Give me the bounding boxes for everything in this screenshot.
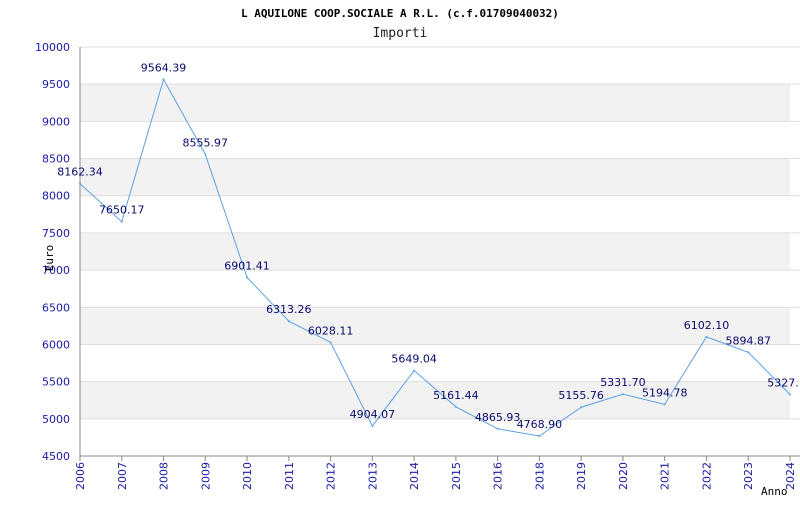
x-tick-labels: 2006 2007 2008 2009 2010 2011 2012 2013 2014 2015… [74,462,797,490]
x-tick-label: 2006 [74,462,87,490]
y-tick-label: 4500 [42,450,70,463]
chart-subtitle: Importi [373,26,428,41]
data-point [538,435,541,438]
data-label: 5894.87 [725,334,771,347]
x-tick-label: 2018 [533,462,546,490]
x-tick-label: 2022 [700,462,713,490]
x-axis-label: Anno [761,485,788,498]
axes [79,47,800,461]
data-labels: 8162.34 7650.17 9564.39 8555.97 6901.41 6313.… [57,61,800,431]
data-point [79,182,81,185]
y-tick-label: 8500 [42,153,70,166]
y-tick-label: 10000 [35,41,70,54]
y-tick-label: 7000 [42,264,70,277]
x-tick-label: 2013 [366,462,379,490]
grid-band [80,232,790,271]
data-label: 6102.10 [684,319,730,332]
x-tick-label: 2015 [450,462,463,490]
x-tick-label: 2012 [325,462,338,490]
x-tick-label: 2009 [199,462,212,490]
y-tick-labels: 4500 5000 5500 6000 6500 7000 7500 8000 8500 9000… [35,41,70,463]
series-layer [79,78,791,437]
x-tick-label: 2008 [158,462,171,490]
data-label: 5331.70 [600,376,646,389]
data-label: 5327.11 [767,376,800,389]
data-point [204,153,207,156]
y-tick-label: 5000 [42,413,70,426]
data-label: 9564.39 [141,61,187,74]
data-points [79,78,791,438]
data-point [621,393,624,396]
data-label: 5194.78 [642,386,688,399]
x-tick-label: 2014 [408,462,421,490]
data-point [705,335,708,338]
x-tick-label: 2019 [575,462,588,490]
x-tick-label: 2020 [617,462,630,490]
data-point [329,341,332,344]
grid-band [80,307,790,345]
data-point [789,393,791,396]
data-point [371,424,374,427]
data-point [413,369,416,372]
grid-band [80,381,790,419]
data-label: 5649.04 [391,353,437,366]
data-point [663,403,666,406]
data-label: 5155.76 [558,389,604,402]
y-tick-label: 6000 [42,338,70,351]
data-point [496,427,499,430]
x-tick-label: 2021 [659,462,672,490]
x-tick-label: 2024 [784,462,797,490]
gridlines [80,46,800,457]
data-point [580,406,583,409]
data-point [120,220,123,223]
x-tick-label: 2010 [241,462,254,490]
grid-band [80,84,790,122]
data-label: 6901.41 [224,259,270,272]
y-axis-label: Euro [43,245,56,272]
x-tick-label: 2007 [116,462,129,490]
y-tick-label: 8000 [42,190,70,203]
data-point [747,351,750,354]
grid-bands [80,84,790,419]
data-label: 7650.17 [99,204,145,217]
x-tick-label: 2023 [742,462,755,490]
x-tick-label: 2011 [283,462,296,490]
data-point [287,320,290,323]
y-tick-label: 7500 [42,227,70,240]
data-point [454,405,457,408]
y-tick-label: 9000 [42,115,70,128]
data-label: 4768.90 [517,418,563,431]
data-point [162,78,165,81]
data-label: 5161.44 [433,389,479,402]
data-label: 8555.97 [183,136,229,149]
y-tick-label: 5500 [42,376,70,389]
data-point [246,276,249,279]
data-label: 4904.07 [350,408,396,421]
data-label: 8162.34 [57,166,103,179]
data-label: 6313.26 [266,303,312,316]
chart-title: L AQUILONE COOP.SOCIALE A R.L. (c.f.0170… [241,7,559,20]
data-label: 6028.11 [308,324,354,337]
grid-band [80,158,790,196]
series-line [79,78,791,437]
data-label: 4865.93 [475,411,521,424]
y-tick-label: 6500 [42,301,70,314]
y-tick-label: 9500 [42,78,70,91]
x-tick-label: 2016 [492,462,505,490]
